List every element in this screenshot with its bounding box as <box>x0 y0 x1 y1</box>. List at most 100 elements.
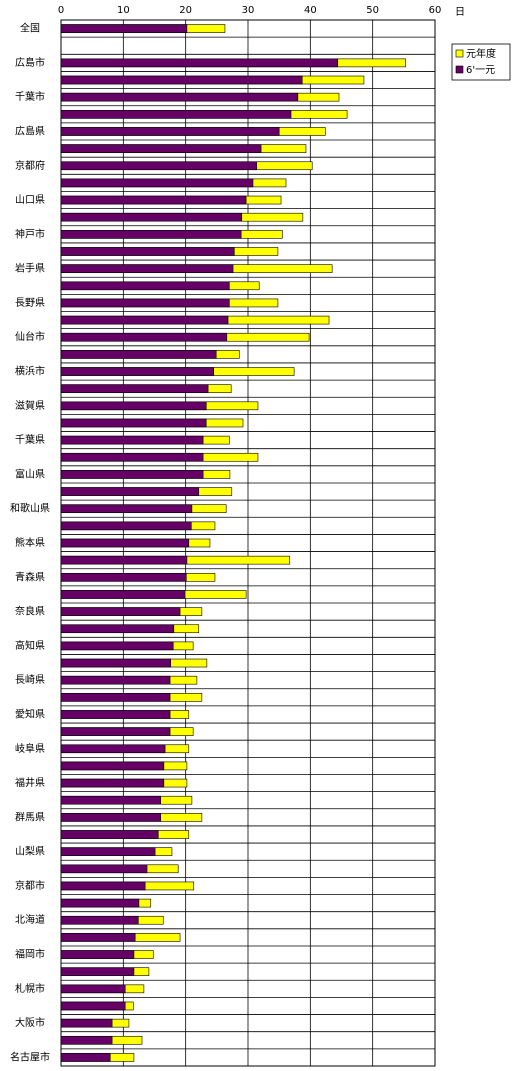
bar <box>60 230 242 239</box>
y-tick-label: 広島市 <box>15 56 45 69</box>
bar <box>60 298 230 308</box>
bar <box>60 898 140 908</box>
bar <box>60 452 204 462</box>
bar <box>60 590 186 599</box>
bar <box>60 744 166 754</box>
bar <box>60 727 171 736</box>
y-tick-label: 山口県 <box>15 194 45 206</box>
bar <box>60 75 303 85</box>
bar <box>60 933 136 942</box>
y-tick-label: 滋賀県 <box>15 399 45 412</box>
y-tick-label: 札幌市 <box>15 982 45 995</box>
bar <box>60 950 135 959</box>
bar <box>60 247 235 256</box>
y-tick-label: 青森県 <box>15 570 45 583</box>
y-tick-label: 長野県 <box>15 297 45 309</box>
bar <box>60 538 190 548</box>
bar <box>60 401 207 411</box>
bar <box>60 1053 111 1062</box>
bar <box>60 58 339 68</box>
y-tick-label: 千葉県 <box>15 433 45 446</box>
y-tick-label: 和歌山県 <box>10 502 50 515</box>
bar <box>60 521 192 531</box>
bar <box>60 332 228 342</box>
bar <box>60 367 215 376</box>
bar <box>60 384 209 393</box>
bar <box>60 92 299 102</box>
bar <box>60 830 159 839</box>
x-tick-label: 0 <box>58 5 64 16</box>
x-tick-label: 20 <box>179 5 192 16</box>
bar <box>60 504 193 514</box>
bar <box>60 1018 113 1028</box>
bar <box>60 315 229 325</box>
legend-label: 元年度 <box>466 47 496 60</box>
y-tick-label: 岩手県 <box>15 262 45 275</box>
legend-swatch <box>455 65 464 74</box>
y-tick-label: 名古屋市 <box>10 1050 50 1063</box>
y-tick-label: 神戸市 <box>15 227 45 240</box>
y-tick-label: 北海道 <box>15 913 45 926</box>
x-tick-label: 30 <box>242 5 255 16</box>
bar <box>60 281 230 291</box>
bar <box>60 418 207 428</box>
bar <box>60 864 148 874</box>
x-tick-label: 40 <box>304 5 317 16</box>
y-tick-label: 高知県 <box>15 639 45 652</box>
bar <box>60 195 247 205</box>
bar <box>60 984 126 994</box>
bar <box>60 1001 126 1011</box>
x-axis-unit: 日 <box>455 7 465 18</box>
bar <box>60 144 262 153</box>
bar <box>60 264 234 273</box>
bar <box>60 555 188 565</box>
bar <box>60 127 280 136</box>
bar <box>60 572 187 582</box>
y-tick-label: 山梨県 <box>15 845 45 858</box>
bar <box>60 212 243 222</box>
bar <box>60 847 156 856</box>
bar <box>60 24 188 33</box>
bar <box>60 658 172 668</box>
y-tick-label: 京都市 <box>15 879 45 892</box>
y-tick-label: 福井県 <box>15 776 45 789</box>
bar <box>60 967 135 976</box>
y-tick-label: 広島県 <box>15 124 45 137</box>
x-tick-label: 10 <box>117 5 130 16</box>
legend-swatch <box>455 49 464 58</box>
y-tick-label: 仙台市 <box>15 330 45 343</box>
bar <box>60 624 175 634</box>
x-tick-label: 60 <box>429 5 442 16</box>
bar <box>60 761 165 771</box>
y-tick-label: 福岡市 <box>15 948 45 961</box>
bar <box>60 675 171 685</box>
bar <box>60 881 146 891</box>
legend-label: 6'一元 <box>466 65 495 76</box>
bar <box>60 487 200 496</box>
bar <box>60 110 292 119</box>
y-tick-label: 千葉市 <box>15 90 45 103</box>
y-tick-label: 奈良県 <box>15 605 45 618</box>
bar <box>60 693 171 702</box>
bar <box>60 813 162 822</box>
y-tick-label: 長崎県 <box>15 673 45 686</box>
bar <box>60 915 139 925</box>
y-tick-label: 熊本県 <box>15 536 45 549</box>
y-tick-label: 愛知県 <box>15 707 45 720</box>
y-tick-label: 横浜市 <box>15 365 45 378</box>
x-tick-label: 50 <box>366 5 379 16</box>
y-tick-label: 全国 <box>20 22 40 35</box>
bar <box>60 778 165 788</box>
bar <box>60 470 204 479</box>
y-tick-label: 大阪市 <box>15 1016 45 1029</box>
bar <box>60 641 174 651</box>
bar <box>60 795 162 805</box>
bar <box>60 435 204 445</box>
bar <box>60 178 254 188</box>
bar <box>60 350 217 359</box>
bar <box>60 710 171 719</box>
y-tick-label: 富山県 <box>15 467 45 480</box>
y-tick-label: 岐阜県 <box>15 742 45 755</box>
y-tick-label: 群馬県 <box>15 810 45 823</box>
